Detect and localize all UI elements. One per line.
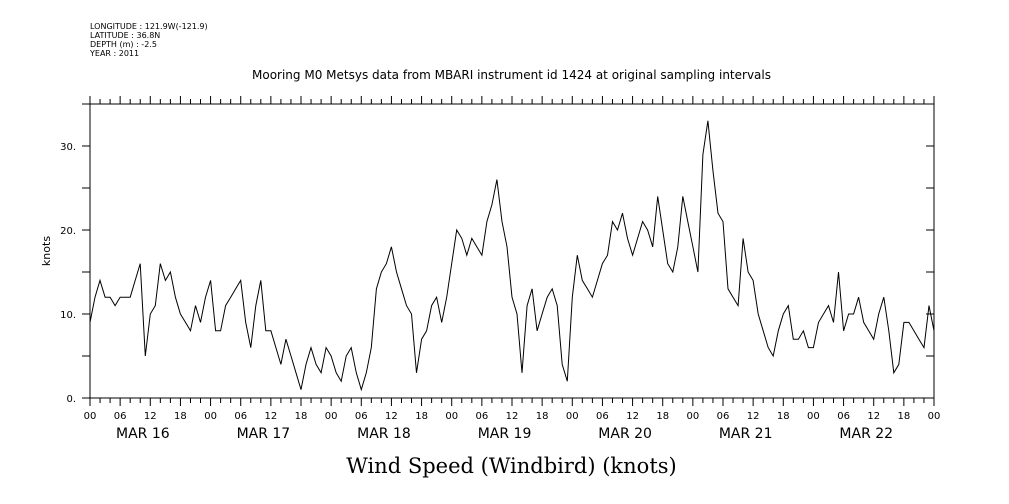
y-tick-label: 10. [60,310,76,321]
x-tick-label: 18 [656,411,669,422]
x-tick-label: 00 [204,411,217,422]
depth-text: DEPTH (m) : -2.5 [90,40,157,49]
x-tick-label: 12 [385,411,398,422]
x-tick-label: 06 [355,411,368,422]
x-tick-label: 12 [626,411,639,422]
x-tick-label: 06 [234,411,247,422]
x-tick-label: 06 [596,411,609,422]
y-tick-label: 0. [66,394,76,405]
x-day-label: MAR 19 [478,426,532,442]
y-tick-label: 30. [60,142,76,153]
x-tick-label: 00 [84,411,97,422]
x-tick-label: 12 [264,411,277,422]
y-axis-label: knots [40,236,53,266]
x-day-label: MAR 16 [116,426,170,442]
x-tick-label: 00 [928,411,941,422]
x-day-label: MAR 17 [237,426,291,442]
latitude-text: LATITUDE : 36.8N [90,31,161,40]
x-tick-label: 06 [114,411,127,422]
x-tick-label: 18 [415,411,428,422]
x-tick-label: 06 [837,411,850,422]
x-tick-label: 00 [445,411,458,422]
x-tick-label: 18 [897,411,910,422]
longitude-text: LONGITUDE : 121.9W(-121.9) [90,22,208,31]
metadata-block: LONGITUDE : 121.9W(-121.9) LATITUDE : 36… [90,22,208,58]
plot-frame [89,103,935,399]
x-tick-label: 00 [807,411,820,422]
x-tick-label: 12 [144,411,157,422]
x-tick-label: 00 [686,411,699,422]
x-tick-label: 06 [717,411,730,422]
year-text: YEAR : 2011 [90,49,140,58]
chart-title: Mooring M0 Metsys data from MBARI instru… [252,68,771,82]
x-tick-label: 18 [174,411,187,422]
series-line-0 [89,120,935,392]
x-tick-label: 18 [536,411,549,422]
x-tick-label: 18 [295,411,308,422]
x-tick-label: 06 [475,411,488,422]
x-day-label: MAR 21 [719,426,773,442]
x-tick-label: 12 [747,411,760,422]
x-tick-label: 12 [867,411,880,422]
y-tick-label: 20. [60,226,76,237]
x-axis-title: Wind Speed (Windbird) (knots) [346,454,677,478]
x-day-label: MAR 22 [839,426,893,442]
x-tick-label: 18 [777,411,790,422]
x-day-label: MAR 20 [598,426,652,442]
x-tick-label: 00 [566,411,579,422]
x-day-label: MAR 18 [357,426,411,442]
x-tick-label: 00 [325,411,338,422]
x-tick-label: 12 [506,411,519,422]
